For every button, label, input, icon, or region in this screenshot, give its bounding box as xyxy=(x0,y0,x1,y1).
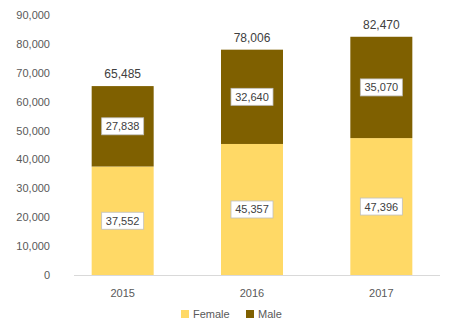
legend-swatch xyxy=(181,310,189,318)
y-tick-label: 50,000 xyxy=(16,125,50,137)
chart-container: 0 10,000 20,000 30,000 40,000 50,000 60,000 70,… xyxy=(0,0,451,334)
y-tick-label: 60,000 xyxy=(16,96,50,108)
y-tick-label: 30,000 xyxy=(16,182,50,194)
data-label-box xyxy=(231,88,273,105)
data-label: 32,640 xyxy=(235,91,269,103)
total-label: 78,006 xyxy=(234,31,271,45)
x-tick-label: 2017 xyxy=(369,287,393,299)
bar-segment xyxy=(350,37,412,138)
bar-segment xyxy=(350,138,412,275)
legend-label: Male xyxy=(258,308,282,320)
y-tick-label: 0 xyxy=(44,269,50,281)
y-tick-label: 20,000 xyxy=(16,211,50,223)
data-label-box xyxy=(360,79,402,96)
data-label-box xyxy=(231,201,273,218)
data-label: 27,838 xyxy=(106,120,140,132)
legend-label: Female xyxy=(193,308,230,320)
total-label: 82,470 xyxy=(363,18,400,32)
bar-segment xyxy=(92,167,154,275)
x-axis-line xyxy=(74,275,440,276)
total-label: 65,485 xyxy=(104,67,141,81)
data-label: 45,357 xyxy=(235,203,269,215)
data-label-box xyxy=(102,118,144,135)
y-tick-label: 70,000 xyxy=(16,67,50,79)
legend-swatch xyxy=(246,310,254,318)
legend: Female Male xyxy=(181,308,282,320)
bar-segment xyxy=(92,86,154,166)
chart-svg: 0 10,000 20,000 30,000 40,000 50,000 60,000 70,… xyxy=(0,0,451,334)
bar-segment xyxy=(221,144,283,275)
data-labels: 37,552 45,357 47,396 27,838 32,640 35,070 xyxy=(102,79,403,229)
data-label-box xyxy=(102,212,144,229)
data-label-box xyxy=(360,198,402,215)
y-tick-label: 80,000 xyxy=(16,38,50,50)
data-label: 47,396 xyxy=(365,201,399,213)
bars xyxy=(92,37,413,275)
x-tick-label: 2016 xyxy=(240,287,264,299)
data-label: 35,070 xyxy=(365,81,399,93)
data-label: 37,552 xyxy=(106,215,140,227)
y-tick-label: 90,000 xyxy=(16,9,50,21)
y-tick-label: 40,000 xyxy=(16,153,50,165)
x-tick-label: 2015 xyxy=(110,287,134,299)
bar-segment xyxy=(221,50,283,144)
y-tick-label: 10,000 xyxy=(16,240,50,252)
